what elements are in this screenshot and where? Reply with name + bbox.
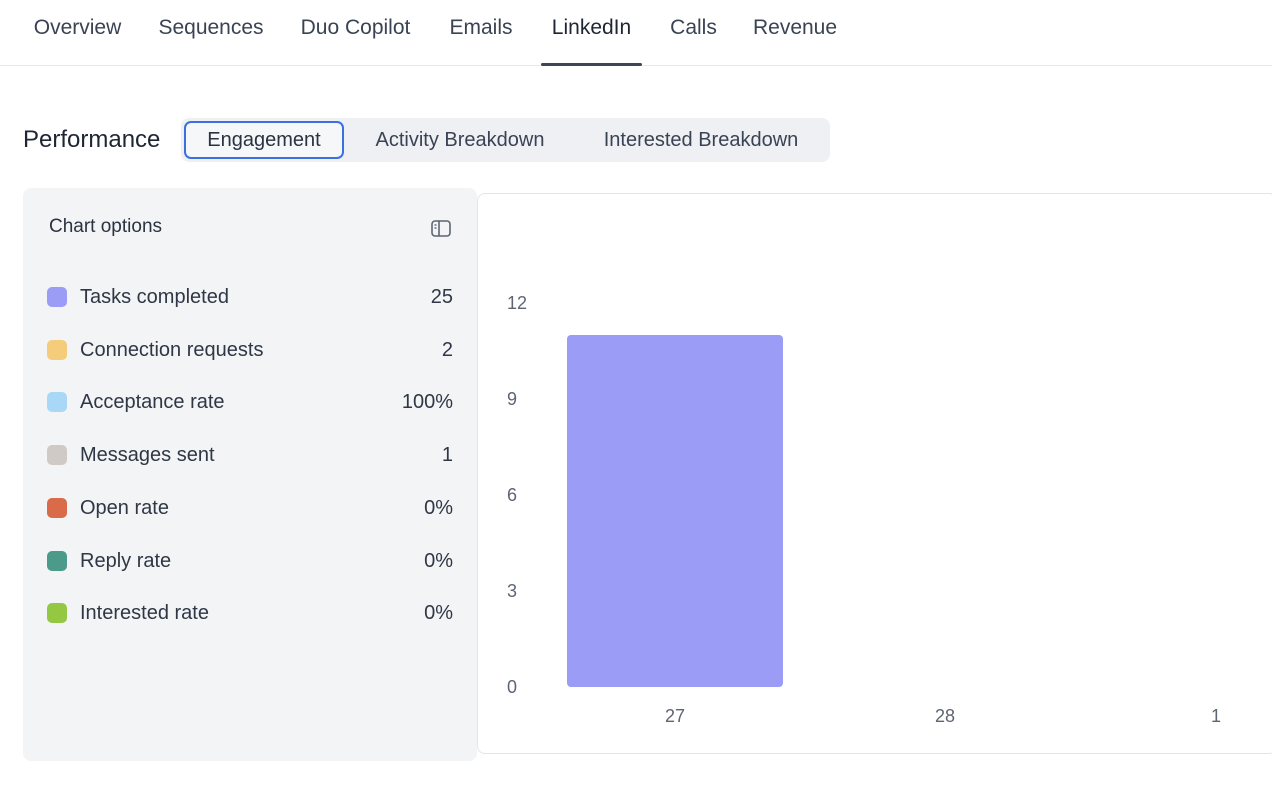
tab-sequences[interactable]: Sequences [158, 16, 264, 39]
x-tick-label: 27 [665, 706, 685, 726]
segment-interested-breakdown[interactable]: Interested Breakdown [603, 128, 799, 151]
option-value: 0% [424, 601, 453, 624]
y-tick-label: 0 [507, 677, 517, 697]
color-swatch [47, 392, 67, 412]
color-swatch [47, 340, 67, 360]
option-label: Connection requests [80, 338, 264, 361]
tab-overview[interactable]: Overview [33, 16, 122, 39]
tab-emails[interactable]: Emails [449, 16, 513, 39]
segment-activity-breakdown[interactable]: Activity Breakdown [375, 128, 545, 151]
option-value: 0% [424, 549, 453, 572]
option-label: Acceptance rate [80, 390, 225, 413]
tab-duo-copilot[interactable]: Duo Copilot [300, 16, 411, 39]
performance-view-switcher: Engagement Activity Breakdown Interested… [181, 118, 830, 162]
option-value: 25 [430, 285, 453, 308]
bar[interactable] [567, 335, 783, 687]
option-acceptance-rate[interactable]: Acceptance rate 100% [47, 387, 453, 417]
option-label: Tasks completed [80, 285, 229, 308]
color-swatch [47, 445, 67, 465]
y-tick-label: 9 [507, 389, 517, 409]
tab-revenue[interactable]: Revenue [752, 16, 838, 39]
option-label: Open rate [80, 496, 169, 519]
x-tick-label: 1 [1211, 706, 1221, 726]
color-swatch [47, 603, 67, 623]
option-messages-sent[interactable]: Messages sent 1 [47, 440, 453, 470]
option-label: Reply rate [80, 549, 172, 572]
option-tasks-completed[interactable]: Tasks completed 25 [47, 282, 453, 312]
option-connection-requests[interactable]: Connection requests 2 [47, 335, 453, 365]
performance-title: Performance [23, 126, 161, 153]
option-value: 100% [401, 390, 453, 413]
y-tick-label: 6 [507, 485, 517, 505]
option-label: Interested rate [80, 601, 209, 624]
option-open-rate[interactable]: Open rate 0% [47, 493, 453, 523]
bar-chart: 0 3 6 9 12 27 28 1 [507, 293, 1221, 726]
option-value: 2 [441, 338, 453, 361]
color-swatch [47, 498, 67, 518]
sidebar-toggle-icon[interactable] [431, 220, 451, 237]
x-tick-label: 28 [935, 706, 955, 726]
chart-options-panel: Chart options Tasks completed 25 Connect… [23, 188, 477, 761]
option-value: 0% [424, 496, 453, 519]
top-nav: Overview Sequences Duo Copilot Emails Li… [0, 0, 1272, 66]
option-reply-rate[interactable]: Reply rate 0% [47, 546, 453, 576]
chart-options-title: Chart options [49, 216, 163, 237]
option-value: 1 [441, 443, 453, 466]
tab-linkedin[interactable]: LinkedIn [541, 0, 642, 66]
tab-calls[interactable]: Calls [670, 16, 717, 39]
y-tick-label: 12 [507, 293, 527, 313]
color-swatch [47, 287, 67, 307]
chart-card: 0 3 6 9 12 27 28 1 [477, 193, 1272, 754]
option-interested-rate[interactable]: Interested rate 0% [47, 598, 453, 628]
option-label: Messages sent [80, 443, 215, 466]
color-swatch [47, 551, 67, 571]
y-tick-label: 3 [507, 581, 517, 601]
segment-engagement[interactable]: Engagement [184, 121, 344, 159]
